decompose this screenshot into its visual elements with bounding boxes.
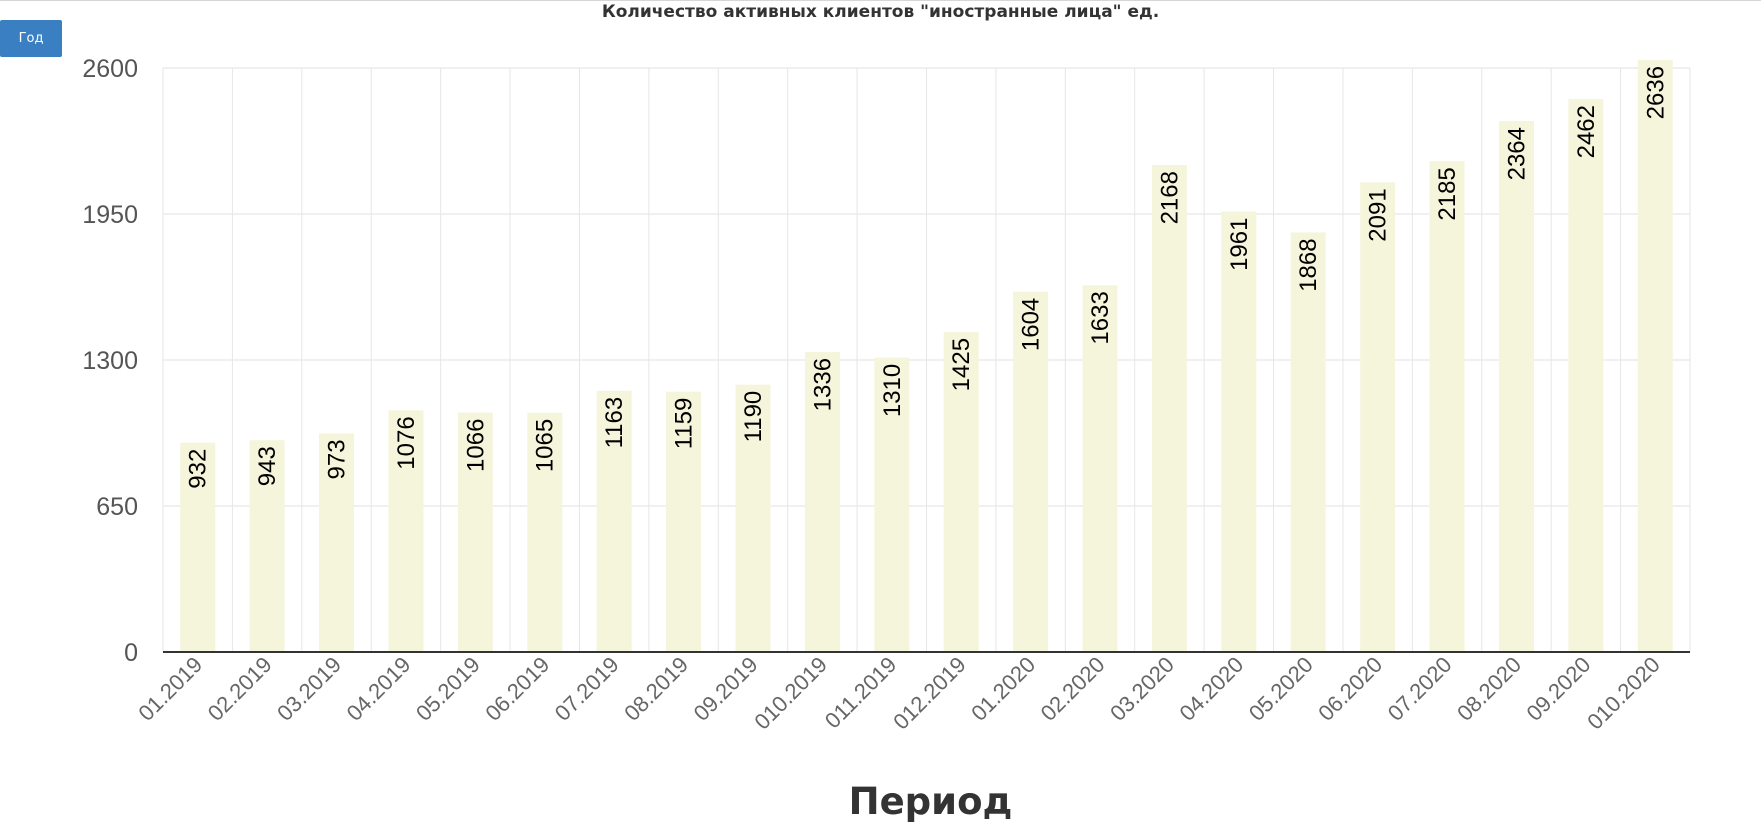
x-tick-label: 07.2019 bbox=[550, 652, 624, 726]
bar-value-label: 1336 bbox=[809, 358, 836, 411]
x-tick-label: 06.2020 bbox=[1313, 652, 1387, 726]
bar-value-label: 2636 bbox=[1642, 66, 1669, 119]
bar-value-label: 932 bbox=[185, 449, 212, 489]
x-tick-label: 03.2019 bbox=[272, 652, 346, 726]
bar bbox=[1221, 211, 1257, 652]
x-tick-label: 02.2019 bbox=[203, 652, 277, 726]
bar bbox=[1151, 165, 1187, 652]
bar-value-label: 1065 bbox=[532, 419, 559, 472]
bar bbox=[1429, 161, 1465, 652]
bar bbox=[1290, 232, 1326, 652]
bar-value-label: 1310 bbox=[879, 364, 906, 417]
x-tick-label: 08.2019 bbox=[619, 652, 693, 726]
bar-value-label: 1066 bbox=[462, 419, 489, 472]
bar-value-label: 973 bbox=[324, 439, 351, 479]
bar-value-label: 1163 bbox=[601, 397, 628, 449]
bar bbox=[180, 442, 216, 652]
bar bbox=[249, 440, 285, 652]
bar bbox=[1360, 182, 1396, 652]
y-tick-label: 650 bbox=[96, 493, 138, 521]
bar-value-label: 1159 bbox=[671, 398, 698, 450]
bar-value-label: 1633 bbox=[1087, 291, 1114, 344]
bar-value-label: 943 bbox=[254, 446, 281, 486]
chart-title: Количество активных клиентов "иностранны… bbox=[601, 2, 1160, 22]
x-tick-label: 08.2020 bbox=[1452, 652, 1526, 726]
bar bbox=[1013, 291, 1049, 652]
bar bbox=[1637, 59, 1673, 653]
bar bbox=[388, 410, 424, 652]
bar-value-label: 2462 bbox=[1573, 105, 1600, 158]
bar bbox=[457, 412, 493, 652]
bar-value-label: 2168 bbox=[1156, 171, 1183, 224]
x-tick-label: 012.2019 bbox=[888, 652, 971, 735]
bar bbox=[1568, 98, 1604, 652]
x-tick-label: 05.2019 bbox=[411, 652, 485, 726]
bar bbox=[596, 390, 632, 652]
bar bbox=[804, 351, 840, 652]
year-button[interactable]: Год bbox=[0, 20, 62, 57]
x-tick-label: 02.2020 bbox=[1036, 652, 1110, 726]
bar-value-label: 1076 bbox=[393, 416, 420, 469]
bar-value-label: 1425 bbox=[948, 338, 975, 391]
x-tick-label: 010.2020 bbox=[1582, 652, 1665, 735]
bar bbox=[1498, 121, 1534, 653]
x-tick-label: 01.2020 bbox=[966, 652, 1040, 726]
bar bbox=[527, 412, 563, 652]
y-tick-label: 1950 bbox=[82, 201, 138, 229]
top-divider bbox=[0, 0, 1761, 1]
x-tick-label: 06.2019 bbox=[480, 652, 554, 726]
bar-value-label: 2364 bbox=[1503, 127, 1530, 180]
bar bbox=[735, 384, 771, 652]
bar bbox=[666, 391, 702, 652]
y-tick-label: 1300 bbox=[82, 347, 138, 375]
bar bbox=[319, 433, 355, 652]
bar-value-label: 1961 bbox=[1226, 218, 1253, 271]
x-tick-label: 01.2019 bbox=[133, 652, 207, 726]
x-tick-label: 010.2019 bbox=[749, 652, 832, 735]
bar-value-label: 2185 bbox=[1434, 167, 1461, 220]
bar-value-label: 1190 bbox=[740, 391, 767, 443]
x-tick-label: 04.2020 bbox=[1174, 652, 1248, 726]
x-tick-label: 011.2019 bbox=[820, 652, 901, 733]
bar-value-label: 1604 bbox=[1018, 298, 1045, 351]
bar bbox=[943, 331, 979, 652]
bar bbox=[1082, 285, 1118, 652]
bar-value-label: 2091 bbox=[1365, 188, 1392, 241]
bar-value-label: 1868 bbox=[1295, 238, 1322, 291]
x-tick-label: 04.2019 bbox=[342, 652, 416, 726]
bar bbox=[874, 357, 910, 652]
x-axis-title: Период bbox=[848, 780, 1013, 823]
x-tick-label: 03.2020 bbox=[1105, 652, 1179, 726]
x-tick-label: 07.2020 bbox=[1383, 652, 1457, 726]
y-tick-label: 0 bbox=[124, 639, 138, 667]
x-tick-label: 05.2020 bbox=[1244, 652, 1318, 726]
y-tick-label: 2600 bbox=[82, 55, 138, 83]
